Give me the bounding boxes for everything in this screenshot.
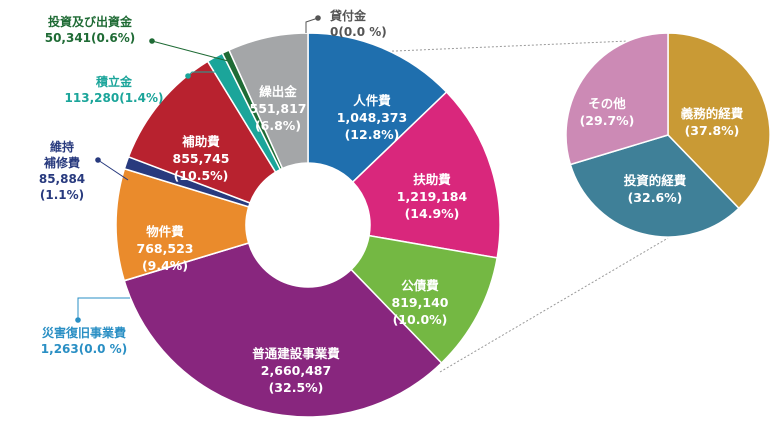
donut-slice-扶助費 <box>351 90 501 259</box>
breakout-pie-labels: 義務的経費(37.8%) 投資的経費(32.6%) その他(29.7%) <box>580 96 744 205</box>
leader-line-維持補修費 <box>97 159 129 181</box>
slice-label-扶助費: 扶助費 1,219,184 (14.9%) <box>397 172 468 221</box>
leader-dot-維持補修費 <box>95 157 101 163</box>
breakout-label-その他: その他(29.7%) <box>580 96 635 128</box>
donut-slice-繰出金 <box>227 32 309 170</box>
leader-dot-投資及び出資金 <box>149 38 155 44</box>
breakout-connector-lines <box>371 39 669 373</box>
leader-dot-貸付金 <box>315 15 321 21</box>
slice-label-投資及び出資金: 投資及び出資金 50,341(0.6%) <box>45 14 136 45</box>
breakout-pie-chart <box>565 32 771 238</box>
leader-dot-積立金 <box>185 73 191 79</box>
breakout-label-義務的経費: 義務的経費(37.8%) <box>681 106 744 138</box>
donut-slice-公債費 <box>350 234 499 365</box>
slice-label-積立金: 積立金 113,280(1.4%) <box>65 74 164 105</box>
breakout-label-投資的経費: 投資的経費(32.6%) <box>624 173 687 205</box>
slice-label-公債費: 公債費 819,140 (10.0%) <box>392 278 449 327</box>
leader-dot-災害復旧事業費 <box>75 317 81 323</box>
main-donut-chart <box>115 32 501 418</box>
leader-line-投資及び出資金 <box>151 40 229 62</box>
breakout-slice-義務的経費 <box>667 32 771 210</box>
donut-slice-人件費 <box>307 32 448 184</box>
leader-line-災害復旧事業費 <box>77 297 130 320</box>
slice-label-災害復旧事業費: 災害復旧事業費 1,263(0.0 %) <box>41 325 127 356</box>
donut-slice-普通建設事業費 <box>123 242 443 418</box>
breakout-slice-投資的経費 <box>569 134 740 238</box>
connector-top <box>371 39 653 53</box>
slice-label-維持補修費: 維持補修費 85,884 (1.1%) <box>39 139 85 202</box>
slice-label-補助費: 補助費 855,745 (10.5%) <box>173 134 230 183</box>
slice-label-繰出金: 繰出金 551,817 (6.8%) <box>250 84 307 133</box>
connector-bottom <box>439 237 669 373</box>
breakout-slice-その他 <box>565 32 669 166</box>
slice-label-普通建設事業費: 普通建設事業費 2,660,487 (32.5%) <box>252 346 340 395</box>
main-donut-labels: 人件費 1,048,373 (12.8%) 扶助費 1,219,184 (14.9%) 公債… <box>39 8 468 395</box>
slice-label-貸付金: 貸付金 0(0.0 %) <box>330 8 387 39</box>
slice-label-人件費: 人件費 1,048,373 (12.8%) <box>337 93 407 142</box>
leader-line-貸付金 <box>305 17 319 33</box>
slice-label-物件費: 物件費 768,523 (9.4%) <box>137 224 194 273</box>
